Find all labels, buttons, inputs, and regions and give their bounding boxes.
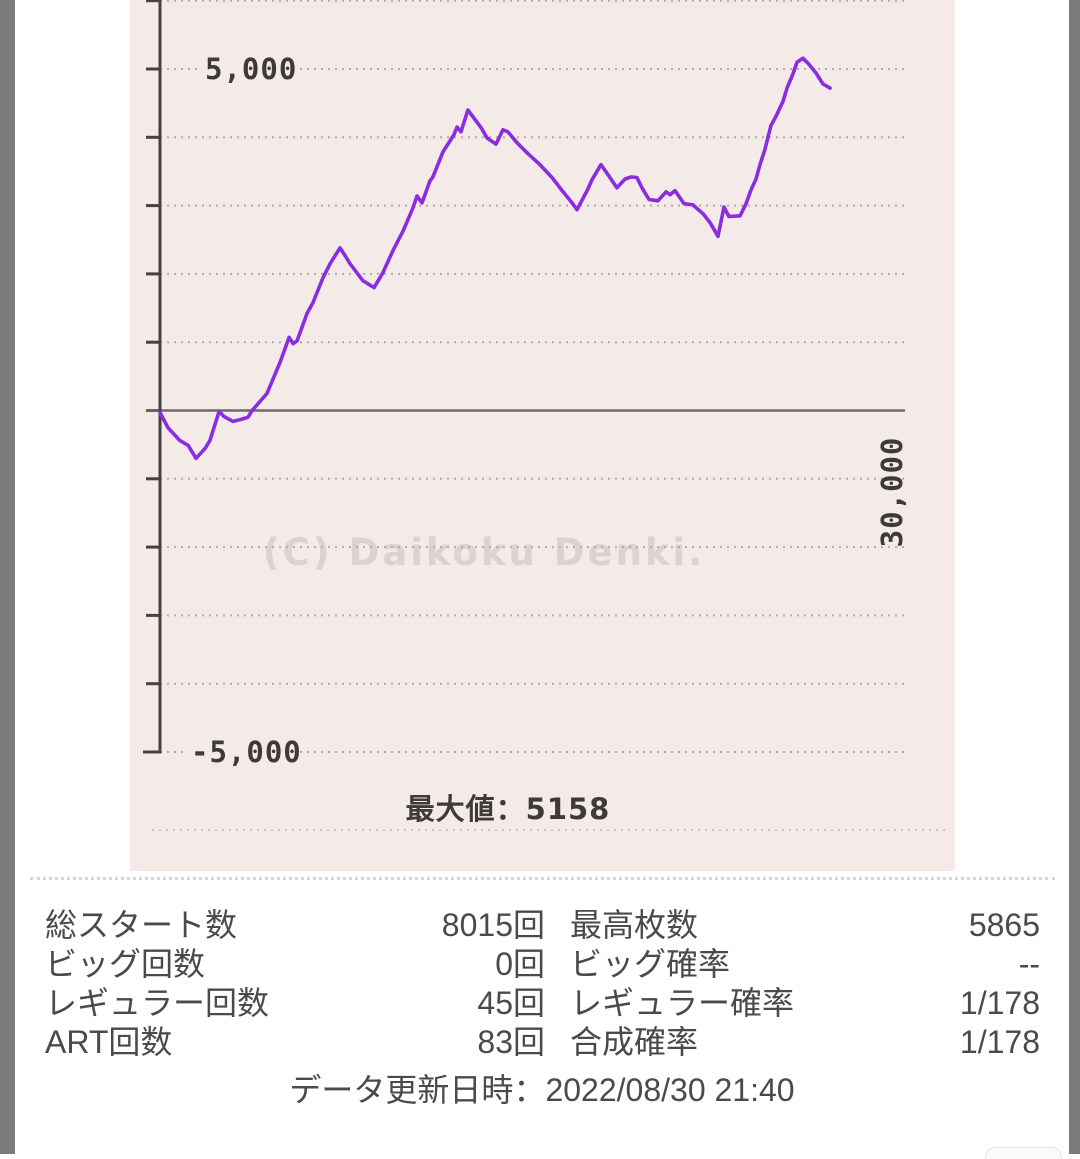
watermark-text: (C) Daikoku Denki. bbox=[263, 531, 706, 574]
stats-row: ビッグ回数 0回 ビッグ確率 -- bbox=[45, 945, 1040, 984]
stats-row: ART回数 83回 合成確率 1/178 bbox=[45, 1023, 1040, 1062]
y-axis-min-label: -5,000 bbox=[191, 735, 302, 769]
slump-chart-panel: (C) Daikoku Denki. 5,000 -5,000 30,000 最… bbox=[130, 0, 955, 871]
stat-value: 0回 bbox=[495, 946, 545, 982]
stats-table: 総スタート数 8015回 最高枚数 5865 ビッグ回数 0回 ビッグ確率 --… bbox=[45, 906, 1040, 1062]
slump-line bbox=[158, 56, 832, 461]
stat-label: ビッグ回数 bbox=[45, 946, 206, 982]
update-time-label: データ更新日時 bbox=[289, 1072, 514, 1108]
stat-label: ビッグ確率 bbox=[570, 946, 731, 982]
stat-label: ART回数 bbox=[45, 1024, 173, 1060]
stat-label: 合成確率 bbox=[570, 1024, 699, 1060]
x-axis-max-label: 30,000 bbox=[875, 437, 909, 548]
stats-row: 総スタート数 8015回 最高枚数 5865 bbox=[45, 906, 1040, 945]
update-time-value: 2022/08/30 21:40 bbox=[545, 1072, 795, 1108]
slump-chart: (C) Daikoku Denki. 5,000 -5,000 30,000 最… bbox=[143, 0, 950, 831]
y-max-label-halo bbox=[200, 53, 300, 83]
scroll-top-button[interactable] bbox=[985, 1147, 1062, 1159]
stat-value: 1/178 bbox=[959, 1024, 1040, 1060]
chart-max-value-caption: 最大値：5158 bbox=[406, 792, 611, 826]
y-min-label-halo bbox=[186, 737, 300, 767]
stat-label: 総スタート数 bbox=[45, 907, 238, 943]
y-axis-max-label: 5,000 bbox=[205, 52, 297, 86]
stat-value: 5865 bbox=[968, 907, 1040, 943]
stat-value: 83回 bbox=[477, 1024, 545, 1060]
update-time-separator: ： bbox=[513, 1072, 546, 1108]
section-divider bbox=[30, 877, 1055, 880]
stat-value: 45回 bbox=[477, 985, 545, 1021]
chart-grid-and-series bbox=[143, 0, 905, 754]
stat-label: レギュラー確率 bbox=[570, 985, 795, 1021]
page-edge-left bbox=[0, 0, 15, 1154]
stat-label: 最高枚数 bbox=[570, 907, 699, 943]
stat-value: -- bbox=[1018, 946, 1040, 982]
data-update-time: データ更新日時：2022/08/30 21:40 bbox=[15, 1071, 1069, 1110]
stat-value: 8015回 bbox=[441, 907, 545, 943]
stat-value: 1/178 bbox=[959, 985, 1040, 1021]
stat-label: レギュラー回数 bbox=[45, 985, 270, 1021]
stats-row: レギュラー回数 45回 レギュラー確率 1/178 bbox=[45, 984, 1040, 1023]
scrollbar[interactable] bbox=[1069, 0, 1080, 1154]
